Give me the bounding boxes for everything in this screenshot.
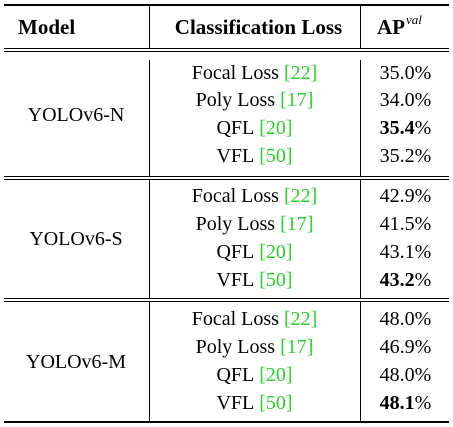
- group-divider: [4, 301, 449, 302]
- ap-value-cell: 42.9%: [362, 183, 449, 210]
- group-divider: [4, 176, 449, 177]
- citation-link[interactable]: [17]: [280, 336, 314, 358]
- loss-name: Focal Loss: [191, 185, 279, 207]
- citation-link[interactable]: [20]: [259, 117, 293, 139]
- ap-value-cell: 46.9%: [362, 334, 449, 361]
- header-ap-superscript: val: [406, 12, 422, 27]
- ap-value: 43.2: [379, 269, 415, 291]
- ap-value-cell: 41.5%: [362, 211, 449, 238]
- ap-unit: %: [414, 185, 432, 207]
- citation-link[interactable]: [20]: [259, 241, 293, 263]
- loss-name: VFL: [216, 392, 255, 414]
- loss-name: QFL: [216, 117, 255, 139]
- column-separator: [149, 180, 150, 298]
- loss-cell: Poly Loss [17]: [152, 211, 357, 238]
- ap-value-cell: 48.0%: [362, 362, 449, 389]
- loss-cell: QFL [20]: [152, 362, 357, 389]
- ap-unit: %: [414, 392, 432, 414]
- ap-value-cell: 35.4%: [362, 115, 449, 142]
- ap-value-cell: 43.1%: [362, 239, 449, 266]
- model-name: YOLOv6-N: [27, 104, 125, 126]
- loss-cell: VFL [50]: [152, 390, 357, 417]
- citation-link[interactable]: [17]: [280, 89, 314, 111]
- header-rule: [4, 48, 449, 49]
- loss-name: Poly Loss: [195, 89, 276, 111]
- header-ap-label: AP: [377, 14, 405, 39]
- ap-value-cell: 43.2%: [362, 267, 449, 294]
- ap-unit: %: [414, 145, 432, 167]
- loss-cell: Poly Loss [17]: [152, 334, 357, 361]
- ap-value: 46.9: [379, 336, 415, 358]
- loss-cell: QFL [20]: [152, 239, 357, 266]
- top-rule: [4, 4, 449, 6]
- ap-value: 35.4: [379, 117, 415, 139]
- loss-name: VFL: [216, 269, 255, 291]
- loss-name: QFL: [216, 364, 255, 386]
- ap-unit: %: [414, 308, 432, 330]
- ap-value: 48.1: [379, 392, 415, 414]
- ap-value-cell: 48.0%: [362, 306, 449, 333]
- column-separator: [360, 60, 361, 176]
- citation-link[interactable]: [50]: [259, 269, 293, 291]
- citation-link[interactable]: [22]: [283, 308, 318, 330]
- ap-unit: %: [414, 117, 432, 139]
- loss-name: Poly Loss: [195, 336, 276, 358]
- ap-value: 42.9: [379, 185, 415, 207]
- citation-link[interactable]: [50]: [259, 392, 293, 414]
- column-separator: [360, 6, 361, 48]
- loss-name: QFL: [216, 241, 255, 263]
- ap-unit: %: [414, 89, 432, 111]
- citation-link[interactable]: [20]: [259, 364, 293, 386]
- header-rule-lower: [4, 51, 449, 52]
- loss-name: Poly Loss: [195, 213, 276, 235]
- ap-unit: %: [414, 62, 432, 84]
- ap-value: 35.0: [379, 62, 415, 84]
- header-ap: AP val: [377, 9, 422, 45]
- loss-name: VFL: [216, 145, 255, 167]
- citation-link[interactable]: [17]: [280, 213, 314, 235]
- ap-value: 43.1: [379, 241, 415, 263]
- bottom-rule: [4, 421, 449, 423]
- ap-unit: %: [414, 336, 432, 358]
- ap-value-cell: 35.0%: [362, 60, 449, 87]
- group-divider: [4, 298, 449, 299]
- citation-link[interactable]: [22]: [283, 185, 318, 207]
- ap-value: 48.0: [379, 364, 415, 386]
- loss-cell: Focal Loss [22]: [152, 183, 357, 210]
- ap-unit: %: [414, 269, 432, 291]
- column-separator: [360, 302, 361, 421]
- ap-unit: %: [414, 213, 432, 235]
- ap-unit: %: [414, 241, 432, 263]
- ap-value-cell: 35.2%: [362, 143, 449, 170]
- group-divider: [4, 179, 449, 180]
- loss-cell: VFL [50]: [152, 267, 357, 294]
- loss-cell: Poly Loss [17]: [152, 87, 357, 114]
- citation-link[interactable]: [50]: [259, 145, 293, 167]
- citation-link[interactable]: [22]: [283, 62, 318, 84]
- column-separator: [360, 180, 361, 298]
- loss-cell: Focal Loss [22]: [152, 60, 357, 87]
- model-name: YOLOv6-M: [26, 351, 126, 373]
- loss-cell: Focal Loss [22]: [152, 306, 357, 333]
- ap-value: 35.2: [379, 145, 415, 167]
- ap-value: 34.0: [379, 89, 415, 111]
- header-model: Model: [18, 14, 76, 39]
- header-classification-loss: Classification Loss: [174, 14, 343, 39]
- loss-cell: VFL [50]: [152, 143, 357, 170]
- loss-name: Focal Loss: [191, 308, 279, 330]
- ap-value: 41.5: [379, 213, 415, 235]
- column-separator: [149, 60, 150, 176]
- ap-value: 48.0: [379, 308, 415, 330]
- loss-cell: QFL [20]: [152, 115, 357, 142]
- ap-value-cell: 34.0%: [362, 87, 449, 114]
- column-separator: [149, 6, 150, 48]
- ap-unit: %: [414, 364, 432, 386]
- column-separator: [149, 302, 150, 421]
- model-name: YOLOv6-S: [29, 228, 123, 250]
- ap-value-cell: 48.1%: [362, 390, 449, 417]
- loss-name: Focal Loss: [191, 62, 279, 84]
